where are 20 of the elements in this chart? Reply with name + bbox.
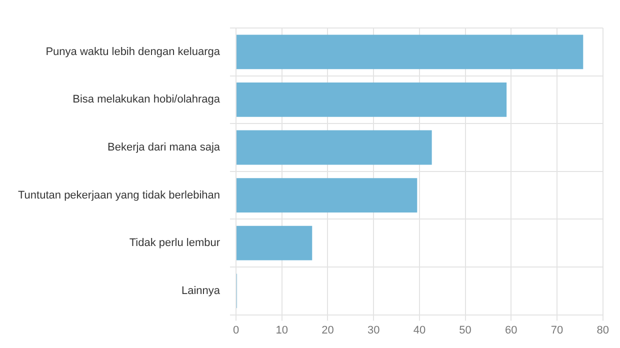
x-tick-label: 50 bbox=[459, 324, 472, 336]
x-tick-label: 30 bbox=[367, 324, 380, 336]
y-tick-label: Bisa melakukan hobi/olahraga bbox=[72, 94, 221, 106]
x-tick-label: 80 bbox=[596, 324, 610, 336]
y-tick-label: Punya waktu lebih dengan keluarga bbox=[46, 46, 221, 58]
x-tick-label: 40 bbox=[413, 324, 426, 336]
bar bbox=[236, 130, 432, 165]
x-tick-label: 70 bbox=[550, 324, 564, 336]
bar bbox=[236, 82, 507, 117]
x-tick-label: 10 bbox=[276, 324, 288, 336]
bar bbox=[236, 34, 584, 70]
y-tick-label: Lainnya bbox=[181, 284, 221, 297]
y-tick-label: Tuntutan pekerjaan yang tidak berlebihan bbox=[18, 189, 220, 202]
bar bbox=[236, 178, 418, 213]
x-tick-label: 60 bbox=[505, 324, 518, 336]
bar bbox=[236, 226, 312, 260]
x-tick-label: 0 bbox=[232, 324, 240, 336]
y-tick-label: Bekerja dari mana saja bbox=[107, 142, 221, 154]
y-tick-label: Tidak perlu lembur bbox=[129, 237, 220, 250]
x-tick-label: 20 bbox=[322, 324, 334, 336]
